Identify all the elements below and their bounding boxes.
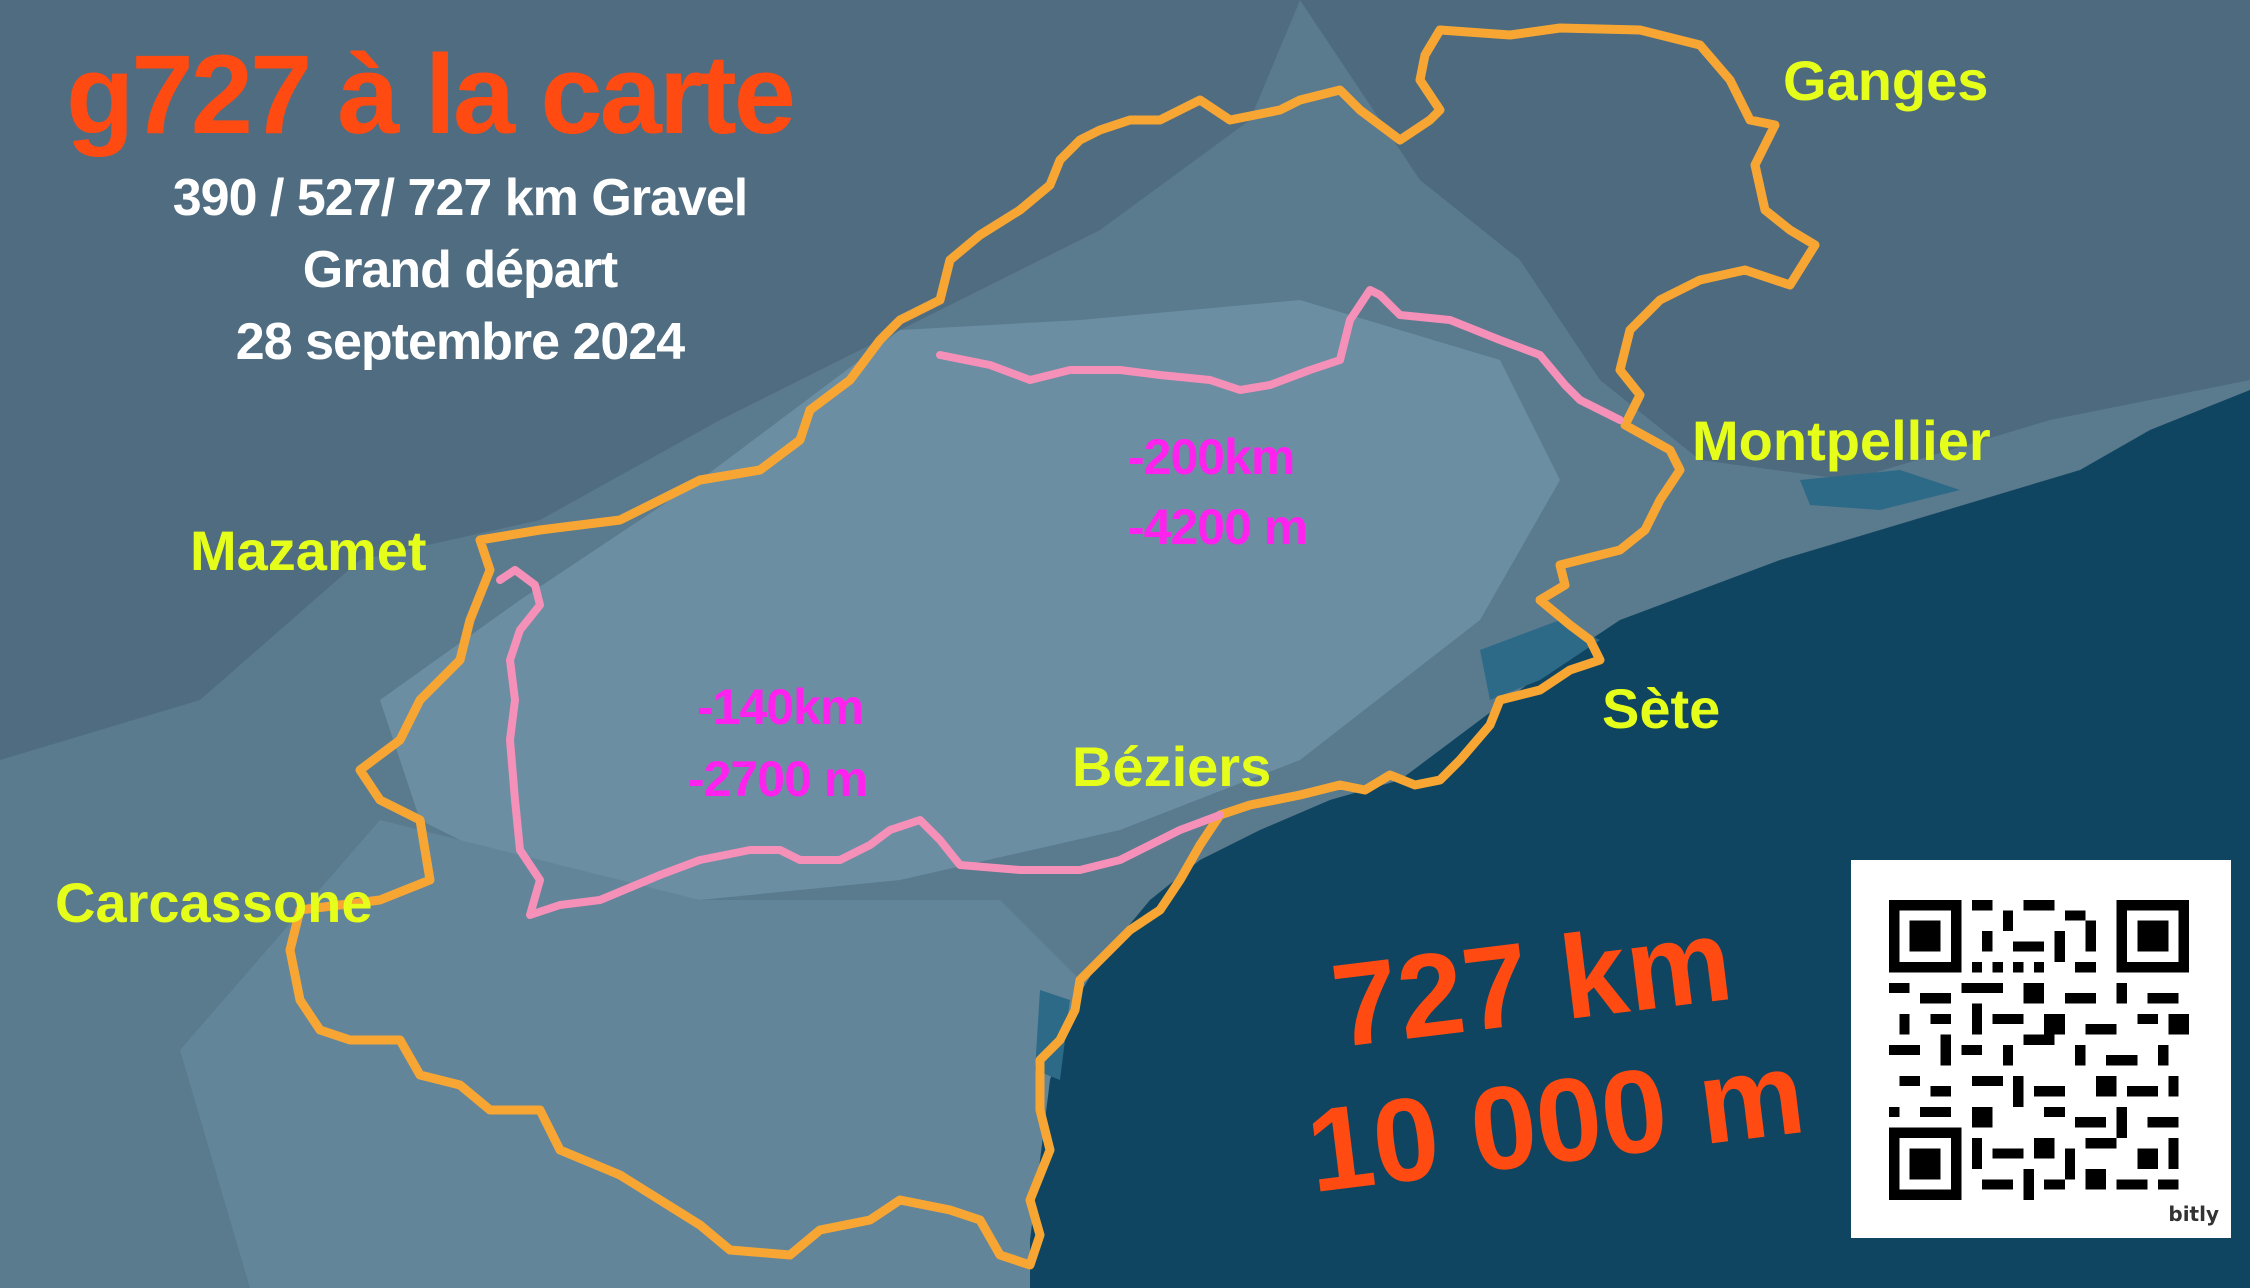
segment-east-elevation: -4200 m [1128, 499, 1308, 555]
distance-options: 390 / 527/ 727 km Gravel [172, 169, 748, 227]
city-label-beziers: Béziers [1072, 735, 1272, 798]
city-label-carcassone: Carcassone [55, 871, 373, 934]
city-label-mazamet: Mazamet [190, 519, 427, 582]
poster-title: g727 à la carte [66, 32, 796, 157]
grand-depart-label: Grand départ [302, 241, 619, 299]
qr-code[interactable]: bitly [1851, 860, 2231, 1238]
segment-west-distance: -140km [697, 679, 864, 735]
route-shortcut [496, 286, 1624, 919]
lagoon-east [1800, 470, 1960, 510]
lagoon-thau [1480, 620, 1600, 700]
city-label-sete: Sète [1602, 677, 1721, 740]
upland-terrain-east [1300, 0, 2250, 480]
qr-brand-label: bitly [2168, 1202, 2219, 1226]
qr-code-pattern [1889, 900, 2189, 1200]
segment-west-elevation: -2700 m [688, 751, 868, 807]
event-date: 28 septembre 2024 [235, 313, 685, 371]
plain-south [180, 820, 1100, 1288]
city-label-ganges: Ganges [1783, 49, 1989, 112]
coastal-plain [380, 300, 1560, 900]
segment-east-distance: -200km [1128, 429, 1295, 485]
upland-terrain [0, 0, 1300, 760]
route-727km [285, 23, 1820, 1270]
city-label-montpellier: Montpellier [1692, 409, 1991, 472]
